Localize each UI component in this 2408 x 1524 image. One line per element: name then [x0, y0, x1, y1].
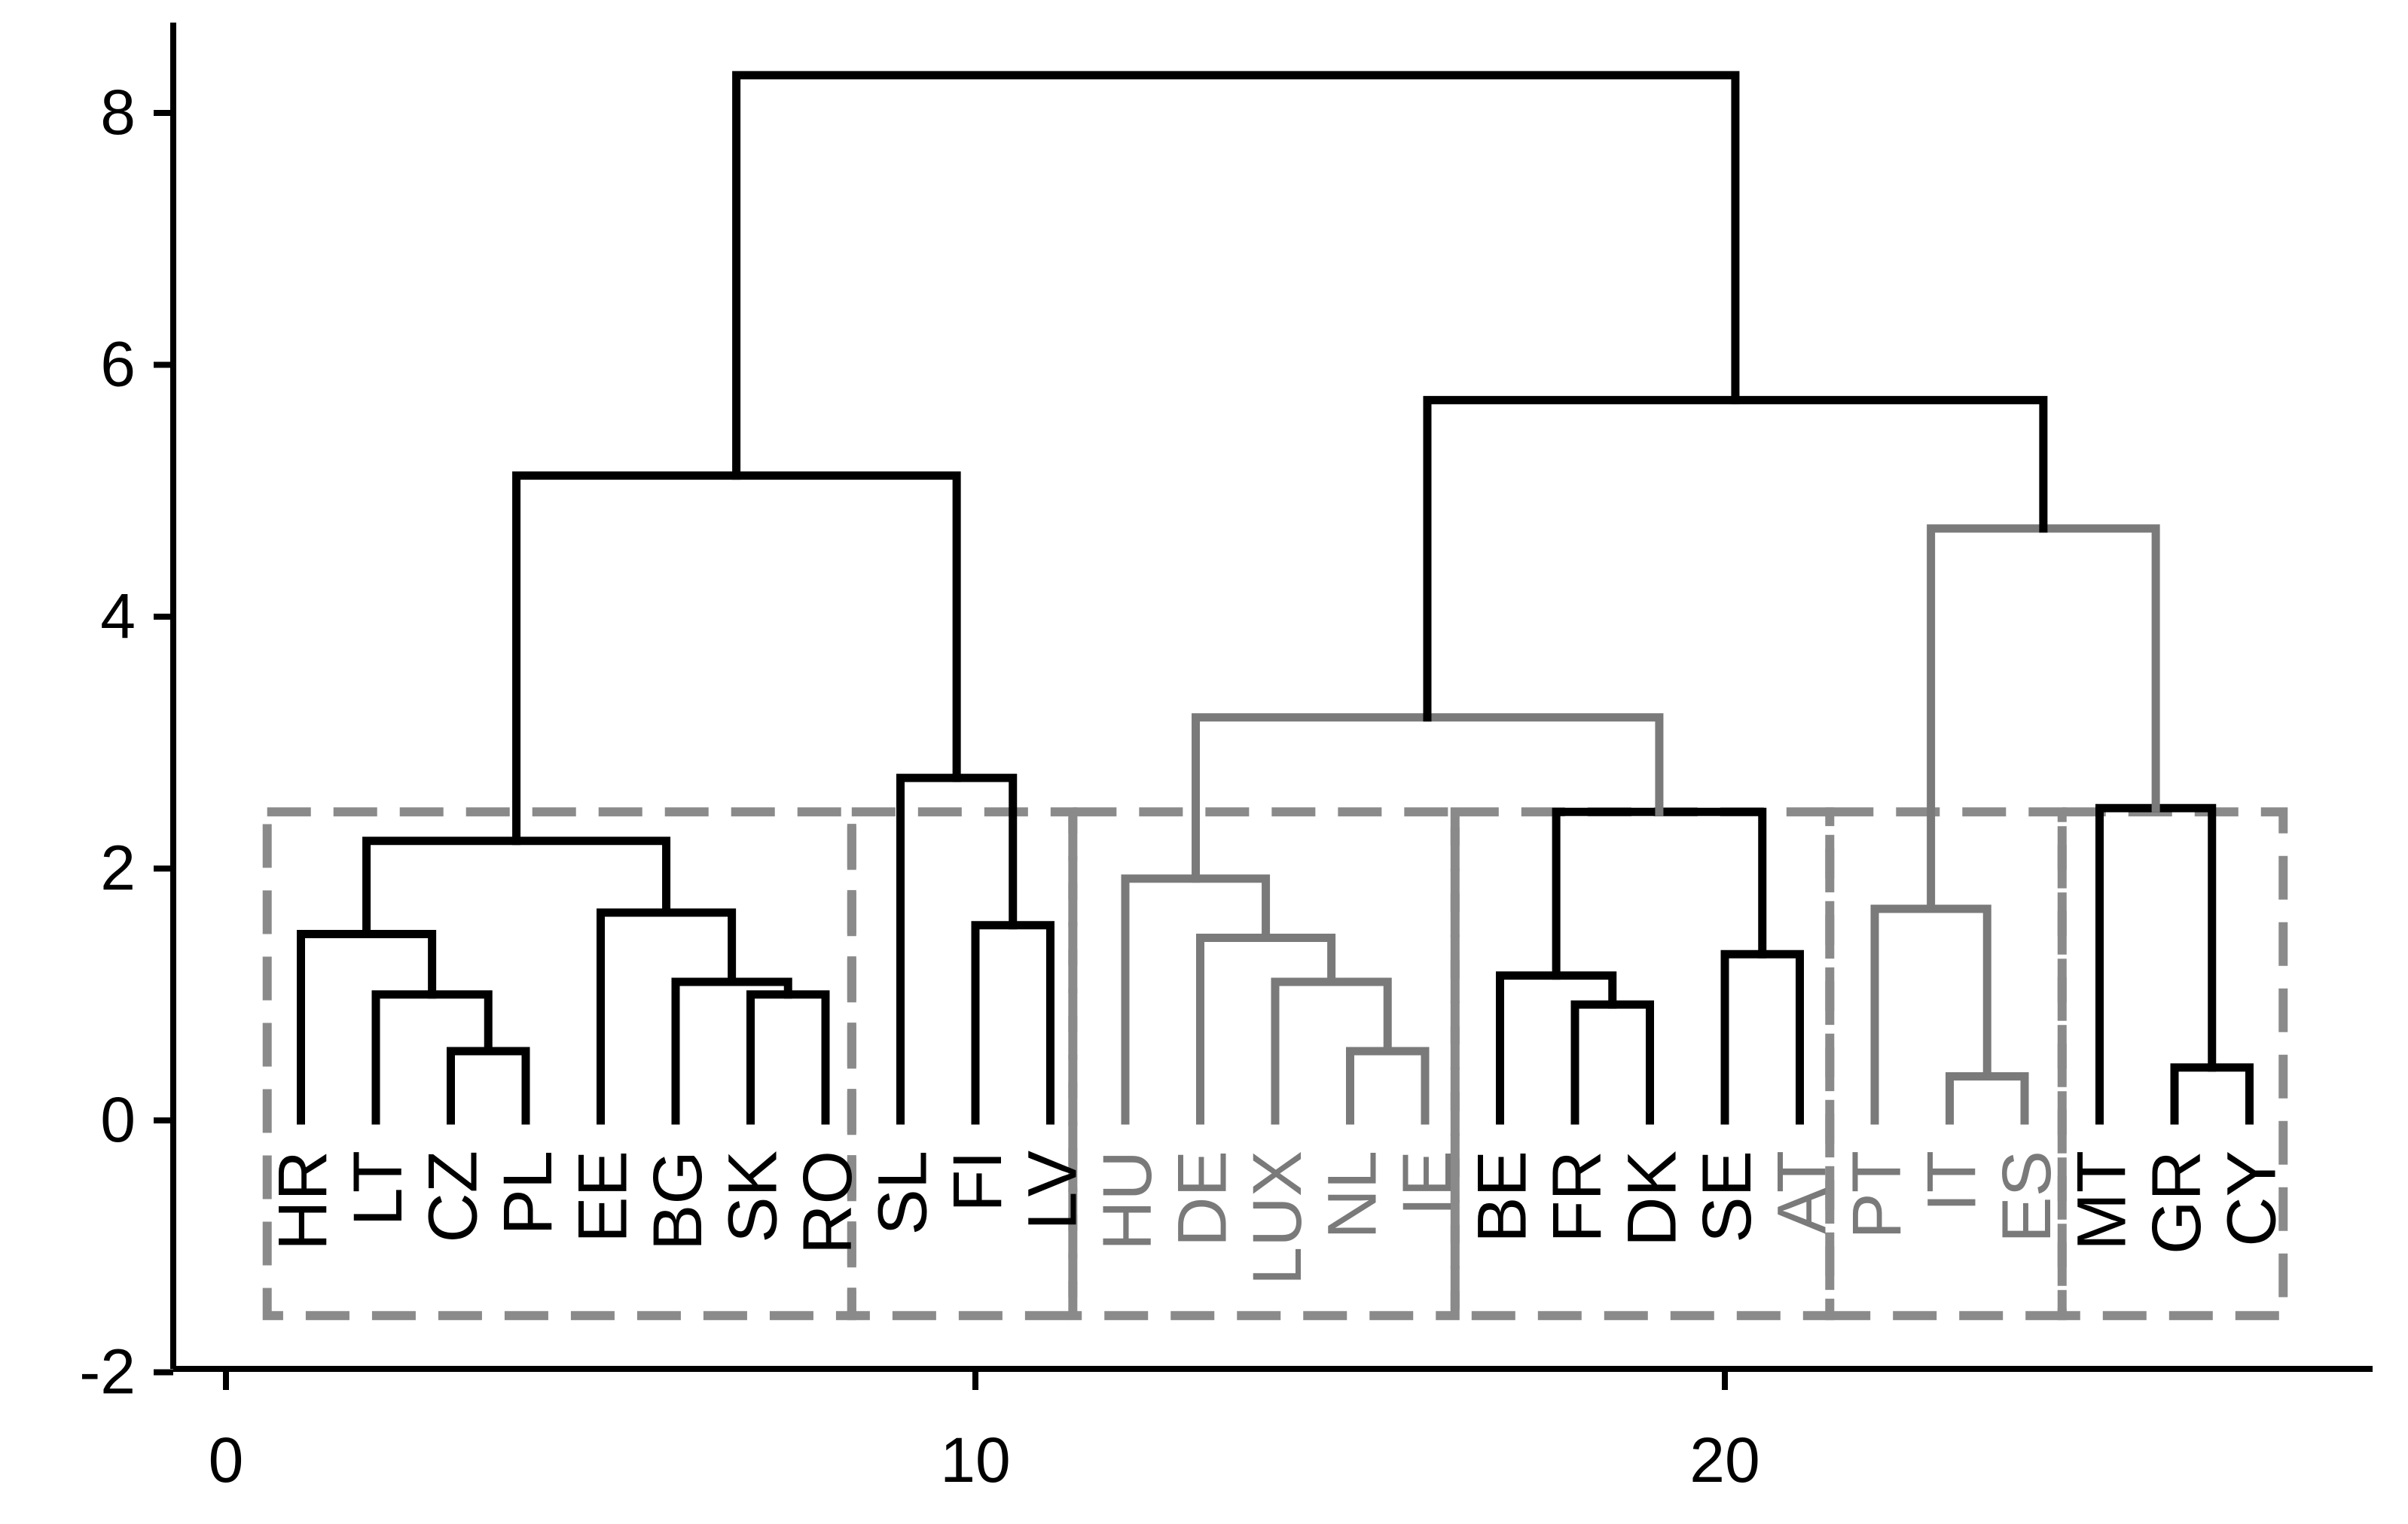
leaf-label-dk: DK [1614, 1151, 1691, 1247]
leaf-label-sk: SK [715, 1151, 792, 1243]
leaf-label-bg: BG [639, 1151, 716, 1251]
x-tick-label-0: 0 [209, 1425, 244, 1495]
dendrogram-link-13 [1196, 933, 1336, 1125]
dendrogram-link-4 [746, 990, 830, 1125]
leaf-label-hr: HR [265, 1151, 342, 1251]
dendrogram-link-3 [297, 929, 437, 1125]
dendrogram-link-6 [597, 908, 737, 1125]
leaf-label-nl: NL [1314, 1151, 1391, 1239]
y-tick-label-2: 2 [100, 833, 136, 904]
dendrogram-link-22 [2170, 1063, 2254, 1125]
leaf-label-mt: MT [2064, 1151, 2141, 1251]
cluster-box-2 [847, 807, 1078, 1321]
dendrogram-link-1 [447, 1047, 530, 1125]
leaf-label-lux: LUX [1239, 1151, 1316, 1285]
leaf-label-ee: EE [565, 1151, 642, 1243]
leaf-label-it: IT [1914, 1151, 1991, 1212]
dendrogram-links [297, 71, 2254, 1125]
dendrogram-link-25 [1423, 395, 2048, 722]
dendrogram-link-7 [362, 837, 671, 938]
dendrogram-link-23 [2095, 803, 2217, 1125]
leaf-labels: HRLTCZPLEEBGSKROSLFILVHUDELUXNLIEBEFRDKS… [265, 1151, 2290, 1285]
dendrogram-link-24 [1927, 524, 2160, 913]
leaf-label-ro: RO [789, 1151, 866, 1254]
dendrogram-link-15 [1570, 1000, 1654, 1125]
leaf-label-se: SE [1689, 1151, 1766, 1243]
dendrogram-link-20 [1946, 1071, 2029, 1125]
leaf-label-ie: IE [1389, 1151, 1466, 1216]
dendrogram-link-19 [1192, 713, 1664, 883]
leaf-label-pl: PL [490, 1151, 566, 1236]
leaf-label-pt: PT [1839, 1151, 1915, 1239]
x-tick-label-20: 20 [1689, 1425, 1759, 1495]
dendrogram-link-10 [512, 471, 961, 846]
x-tick-label-10: 10 [940, 1425, 1010, 1495]
leaf-label-fr: FR [1539, 1151, 1616, 1243]
dendrogram-link-5 [671, 977, 792, 1125]
leaf-label-hu: HU [1089, 1151, 1166, 1251]
leaf-label-es: ES [1988, 1151, 2065, 1243]
cluster-box-6 [2057, 807, 2288, 1321]
y-tick-label-4: 4 [100, 581, 136, 651]
dendrogram-link-11 [1346, 1047, 1430, 1125]
y-tick-label-6: 6 [100, 329, 136, 400]
y-tick-label--2: -2 [79, 1337, 136, 1407]
dendrogram-link-14 [1121, 874, 1271, 1125]
leaf-label-gr: GR [2138, 1151, 2215, 1254]
dendrogram-link-8 [971, 921, 1054, 1125]
leaf-label-be: BE [1464, 1151, 1541, 1243]
leaf-label-lt: LT [340, 1151, 417, 1227]
leaf-label-cy: CY [2214, 1151, 2290, 1247]
leaf-label-lv: LV [1015, 1151, 1091, 1230]
cluster-boxes [262, 807, 2288, 1321]
cluster-box-3 [1068, 807, 1460, 1321]
y-tick-label-0: 0 [100, 1084, 136, 1155]
axes: -2 0 2 4 6 8 0 10 20 [79, 23, 2373, 1495]
dendrogram-link-16 [1496, 971, 1617, 1125]
dendrogram-link-9 [896, 773, 1018, 1125]
leaf-label-sl: SL [865, 1151, 942, 1236]
dendrogram-link-17 [1720, 949, 1804, 1125]
leaf-label-cz: CZ [415, 1151, 492, 1243]
leaf-label-fi: FI [939, 1151, 1016, 1212]
dendrogram-link-21 [1870, 904, 1991, 1125]
dendrogram-link-26 [732, 71, 1740, 480]
dendrogram-link-2 [371, 990, 493, 1125]
leaf-label-at: AT [1764, 1151, 1841, 1234]
y-tick-label-8: 8 [100, 77, 136, 148]
leaf-label-de: DE [1164, 1151, 1241, 1247]
